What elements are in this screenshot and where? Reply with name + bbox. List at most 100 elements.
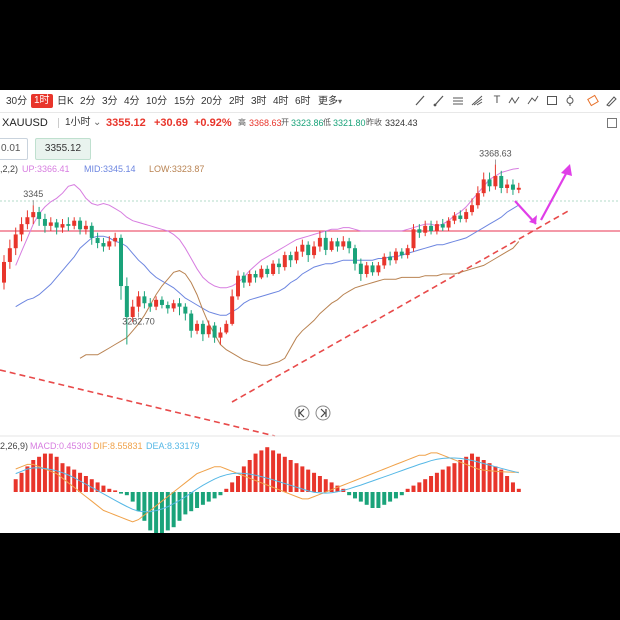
candle (195, 320, 200, 335)
candle (183, 303, 188, 321)
price-chart[interactable]: 3345 3368.63 3282.70 (0, 90, 620, 533)
tf-15m[interactable]: 15分 (174, 96, 196, 107)
tf-4h[interactable]: 4时 (273, 96, 289, 107)
brush-icon[interactable] (605, 94, 617, 107)
tf-30m[interactable]: 30分 (6, 96, 28, 107)
quote-bar: XAUUSD 1小时 ⌄ 3355.12 +30.69 +0.92% 高 336… (0, 115, 620, 131)
tf-more[interactable]: 更多▾ (318, 95, 342, 109)
candle (294, 246, 299, 264)
candle-body (142, 296, 147, 304)
nav-next-button[interactable] (315, 405, 331, 421)
low-label: 低 (323, 118, 331, 127)
candle (382, 253, 387, 269)
eraser-icon[interactable] (587, 94, 599, 107)
tf-20m[interactable]: 20分 (201, 96, 223, 107)
tf-3m[interactable]: 3分 (102, 96, 118, 107)
lot-input[interactable]: 0.01 (0, 138, 28, 160)
line-tool-icon[interactable] (414, 94, 426, 107)
candle (475, 186, 480, 209)
candle (405, 244, 410, 259)
tf-10m[interactable]: 10分 (146, 96, 168, 107)
macd-bar (399, 492, 404, 496)
candle-body (475, 193, 480, 206)
macd-bar (423, 479, 428, 492)
macd-bar (154, 492, 159, 533)
tf-2h[interactable]: 2时 (229, 96, 245, 107)
candle (493, 164, 498, 190)
candle (119, 234, 123, 300)
candle-body (499, 175, 504, 188)
macd-bar (417, 482, 422, 492)
candle-body (376, 265, 381, 273)
tf-4m[interactable]: 4分 (124, 96, 140, 107)
macd-bar (19, 472, 24, 492)
forecast-up-arrowhead (561, 164, 572, 176)
boll-low-line (79, 241, 520, 366)
macd-bar (370, 492, 375, 508)
macd-bar (405, 488, 410, 492)
candle-body (72, 220, 77, 226)
candle-body (458, 215, 463, 219)
macd-bar (54, 456, 59, 492)
macd-bar (312, 472, 317, 492)
tf-6h[interactable]: 6时 (295, 96, 311, 107)
tf-1h[interactable]: 1时 (31, 94, 53, 108)
text-tool-icon[interactable]: T (493, 94, 501, 106)
candle (464, 208, 469, 223)
candle (66, 217, 71, 231)
candle-body (177, 303, 182, 307)
macd-bar (48, 453, 53, 492)
macd-bar (218, 492, 223, 496)
macd-bar (481, 460, 486, 492)
rectangle-tool-icon[interactable] (546, 94, 558, 107)
timeframe-toolbar: 30分 1时 日K 2分 3分 4分 10分 15分 20分 2时 3时 4时 … (0, 90, 620, 113)
dea-value: DEA:8.33179 (146, 441, 200, 451)
candle (317, 231, 322, 252)
ray-tool-icon[interactable] (433, 94, 445, 107)
settings-icon[interactable] (564, 94, 576, 107)
candle (417, 224, 422, 238)
wave-tool-icon[interactable] (508, 94, 520, 107)
candle (189, 310, 194, 338)
annotations: 3345 3368.63 3282.70 (23, 149, 511, 327)
candle (72, 217, 77, 230)
channel-tool-icon[interactable] (452, 94, 464, 107)
candle-body (417, 229, 422, 233)
candle-body (54, 222, 59, 228)
tf-daily[interactable]: 日K (57, 96, 74, 107)
tf-3h[interactable]: 3时 (251, 96, 267, 107)
macd-bar (124, 492, 129, 496)
chevron-down-icon[interactable]: ⌄ (93, 117, 102, 128)
macd-bar (300, 466, 305, 492)
candle (516, 182, 521, 194)
nav-prev-button[interactable] (294, 405, 310, 421)
candle (399, 248, 404, 259)
candle (13, 227, 18, 256)
macd-pane (13, 447, 521, 533)
candle-body (323, 237, 328, 250)
candle (276, 258, 281, 274)
fib-tool-icon[interactable] (471, 94, 483, 107)
candle-body (83, 225, 88, 230)
path-tool-icon[interactable] (527, 94, 539, 107)
low-value: 3321.80 (333, 118, 366, 128)
macd-bar (276, 453, 281, 492)
tf-2m[interactable]: 2分 (80, 96, 96, 107)
candle-body (405, 248, 410, 256)
tf-more-label: 更多 (318, 96, 338, 107)
interval-label[interactable]: 1小时 (65, 117, 91, 128)
candle-body (171, 303, 176, 309)
candle-body (212, 325, 217, 338)
price-input[interactable]: 3355.12 (35, 138, 91, 160)
macd-bar (329, 482, 334, 492)
candle (265, 265, 270, 278)
candle (113, 232, 118, 247)
candle (364, 261, 369, 278)
candle-body (66, 224, 71, 226)
candle-body (101, 243, 106, 247)
collapse-icon[interactable] (606, 117, 618, 129)
candle (341, 236, 346, 250)
symbol-label[interactable]: XAUUSD (2, 117, 48, 129)
macd-bar (78, 472, 83, 492)
candle-body (353, 248, 357, 264)
